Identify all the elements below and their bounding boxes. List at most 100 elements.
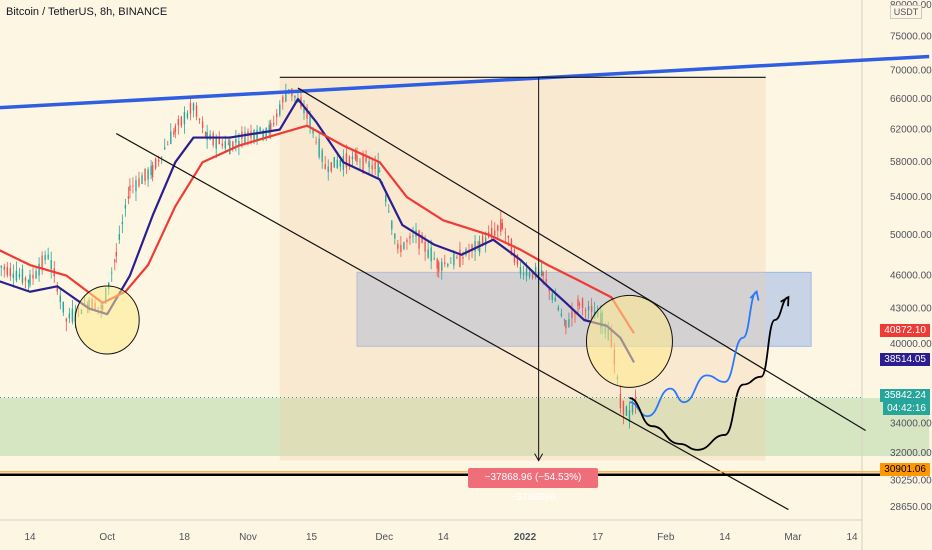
currency-badge[interactable]: USDT [890, 5, 922, 19]
candle-body [356, 155, 358, 162]
candle-body [531, 271, 534, 278]
candle-body [427, 249, 429, 258]
candle-body [212, 133, 214, 146]
candle-body [477, 242, 479, 244]
candle-body [534, 266, 537, 278]
candle-body [577, 299, 579, 307]
price-tag-last: 35842.24 [880, 389, 930, 402]
x-tick-label: 17 [592, 532, 604, 543]
candle-body [491, 228, 493, 238]
candle-body [554, 297, 556, 302]
candle-body [124, 205, 127, 209]
candle-body [548, 288, 550, 292]
candle-body [447, 263, 449, 266]
highlight-circle [74, 285, 140, 355]
candle-body [47, 254, 49, 259]
y-tick-label: 66000.00 [890, 94, 932, 105]
candle-body [174, 125, 177, 133]
candle-body [571, 311, 573, 319]
candle-body [628, 410, 631, 422]
y-tick-label: 62000.00 [890, 125, 932, 136]
candle-body [229, 140, 231, 155]
projection-blue [629, 290, 758, 418]
candle-body [288, 89, 290, 90]
candle-body [157, 159, 160, 162]
candle-body [206, 132, 208, 140]
price-tag-ema-slow: 40872.10 [880, 324, 930, 337]
projection-arrow-head [780, 295, 790, 307]
candle-body [195, 105, 198, 117]
candle-body [348, 156, 351, 167]
candle-body [519, 266, 522, 274]
candle-body [504, 232, 507, 234]
candle-body [584, 309, 587, 311]
candle-body [32, 274, 34, 279]
zone-blue-box [356, 271, 812, 347]
candle-body [631, 404, 634, 413]
candle-body [282, 96, 284, 103]
candle-body [444, 262, 446, 264]
candle-body [450, 262, 452, 264]
candle-body [132, 185, 134, 187]
candle-body [256, 129, 258, 140]
candle-body [59, 295, 61, 303]
candle-body [269, 122, 272, 132]
candle-body [215, 137, 217, 149]
candle-body [35, 270, 37, 279]
candle-body [9, 268, 12, 277]
candle-body [545, 278, 547, 282]
candle-body [359, 160, 361, 162]
candle-body [309, 116, 311, 129]
candle-body [29, 274, 31, 286]
candle-body [494, 230, 496, 236]
candle-body [144, 168, 146, 182]
candle-body [522, 273, 525, 275]
candle-body [24, 277, 27, 281]
candle-body [368, 161, 370, 168]
candle-body [371, 165, 373, 170]
candle-body [180, 116, 183, 126]
candle-body [406, 239, 408, 243]
candle-body [253, 130, 255, 141]
x-tick-label: Nov [239, 532, 257, 543]
candle-body [500, 219, 502, 232]
candle-body [391, 220, 393, 230]
candle-body [147, 169, 149, 180]
candle-body [412, 235, 414, 237]
candle-body [276, 113, 278, 118]
candle-body [294, 95, 296, 98]
candle-body [462, 257, 464, 259]
candle-body [268, 124, 270, 134]
candle-body [221, 143, 223, 146]
zone-green-box [0, 398, 930, 457]
candle-body [403, 242, 405, 249]
candle-body [0, 265, 2, 268]
candle-body [186, 113, 189, 118]
candle-body [436, 258, 438, 269]
y-tick-label: 40000.00 [890, 339, 932, 350]
measure-arrow-head [534, 453, 544, 462]
candle-body [218, 136, 220, 144]
candle-body [238, 141, 240, 146]
y-tick-label: 34000.00 [890, 418, 932, 429]
candle-body [510, 239, 513, 256]
candle-body [418, 230, 420, 249]
candle-body [324, 164, 326, 169]
candle-body [424, 241, 426, 252]
candle-body [224, 141, 226, 149]
candle-body [377, 162, 379, 178]
candle-body [244, 132, 246, 144]
candle-body [330, 162, 332, 172]
zone-measure-box [279, 77, 766, 461]
candle-body [177, 119, 180, 126]
candle-body [345, 153, 348, 168]
candle-body [430, 247, 432, 262]
candle-body [507, 235, 510, 238]
candle-body [6, 266, 8, 276]
candle-body [568, 319, 570, 327]
candle-body [167, 144, 169, 146]
candle-body [578, 303, 581, 306]
candle-body [581, 298, 584, 308]
candle-body [235, 139, 237, 143]
